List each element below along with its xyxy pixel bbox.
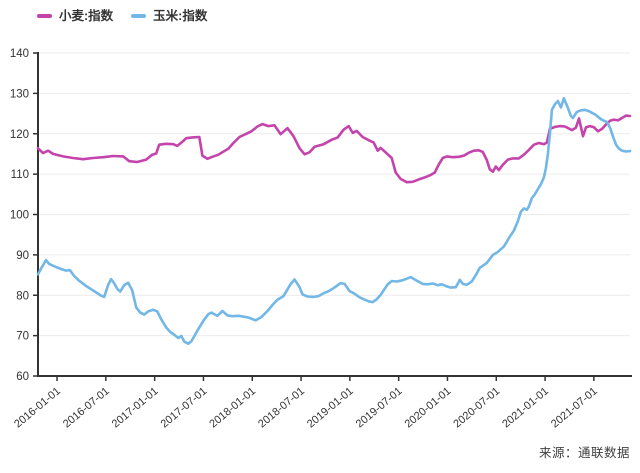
series-line-wheat <box>36 114 632 184</box>
legend-item-wheat[interactable]: 小麦:指数 <box>37 10 113 23</box>
x-tick-label: 2021-07-01 <box>549 385 600 430</box>
y-tick-label: 110 <box>11 169 29 181</box>
x-tick-label: 2020-01-01 <box>403 385 454 430</box>
x-tick-label: 2020-07-01 <box>451 385 502 430</box>
legend-item-label: 小麦:指数 <box>59 9 114 23</box>
x-tick-label: 2017-01-01 <box>110 385 161 430</box>
x-tick-label: 2019-01-01 <box>305 385 356 430</box>
x-tick-label: 2016-01-01 <box>12 385 63 430</box>
y-tick-label: 100 <box>10 210 29 222</box>
source-note: 来源：通联数据 <box>538 446 630 460</box>
x-tick-label: 2021-01-01 <box>500 385 551 430</box>
y-tick-label: 60 <box>16 371 29 383</box>
legend-marker-icon <box>131 14 147 19</box>
legend-marker-icon <box>37 14 52 19</box>
chart-legend: 小麦:指数 玉米:指数 <box>37 10 207 23</box>
y-tick-label: 120 <box>10 129 29 141</box>
y-tick-label: 140 <box>10 48 29 60</box>
x-tick-label: 2018-07-01 <box>256 385 307 430</box>
x-tick-label: 2018-01-01 <box>207 385 258 430</box>
legend-item-corn[interactable]: 玉米:指数 <box>131 10 207 23</box>
y-tick-label: 70 <box>16 331 29 343</box>
x-tick-label: 2019-07-01 <box>354 385 405 430</box>
y-tick-label: 130 <box>10 88 29 100</box>
y-tick-label: 90 <box>16 250 29 262</box>
legend-item-label: 玉米:指数 <box>153 9 208 23</box>
series-line-corn <box>36 96 632 346</box>
x-tick-label: 2016-07-01 <box>61 385 112 430</box>
y-tick-label: 80 <box>16 290 29 302</box>
x-tick-label: 2017-07-01 <box>159 385 210 430</box>
